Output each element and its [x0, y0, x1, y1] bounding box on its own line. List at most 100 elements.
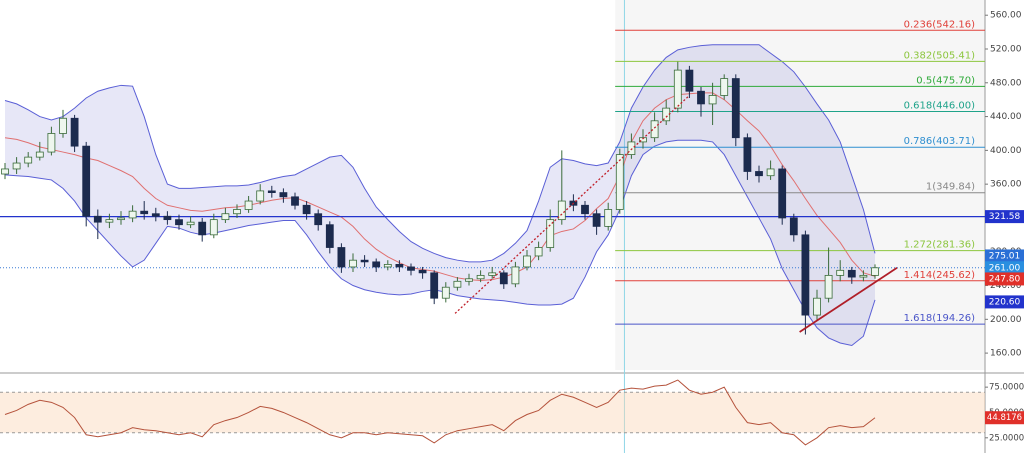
candle-body — [117, 217, 125, 221]
y-tick-label: 400.00 — [990, 146, 1022, 156]
candle-body — [465, 278, 473, 282]
price-tag — [985, 261, 1024, 275]
y-tick-label: 200.00 — [990, 315, 1022, 325]
candle-body — [70, 117, 79, 147]
candle-body — [627, 141, 636, 155]
candle-body — [209, 219, 218, 236]
bollinger-upper — [4, 44, 876, 263]
candle-body — [453, 280, 462, 288]
price-tag — [985, 249, 1024, 263]
candle-body — [175, 219, 183, 226]
candle-body — [488, 272, 497, 276]
candle-body — [337, 247, 346, 268]
candle-body — [372, 261, 381, 268]
fib-label: 0.5(475.70) — [916, 75, 975, 86]
candle-body — [673, 69, 682, 109]
price-tag-label: 275.01 — [989, 251, 1021, 261]
candle-body — [813, 297, 821, 316]
candle-body — [581, 204, 589, 215]
y-tick-label: 240.00 — [990, 281, 1022, 291]
candle-body — [499, 272, 508, 285]
candle-body — [93, 215, 102, 223]
fib-label: 1.414(245.62) — [904, 270, 976, 281]
candle-body — [151, 213, 160, 217]
trend-line — [454, 94, 690, 314]
fib-label: 0.618(446.00) — [904, 101, 976, 112]
candle-body — [407, 266, 415, 271]
candle-body — [186, 221, 195, 226]
price-tag-label: 321.58 — [989, 212, 1021, 222]
candle-body — [221, 213, 230, 221]
candle-body — [650, 120, 659, 139]
candle-body — [801, 234, 810, 316]
candle-body — [511, 266, 520, 285]
y-tick-label: 160.00 — [990, 349, 1022, 359]
candle-body — [743, 137, 752, 172]
candle-body — [82, 145, 91, 217]
rsi-tick-label: 25.0000 — [989, 433, 1024, 443]
candle-body — [35, 151, 44, 158]
candle-body — [395, 264, 404, 268]
trend-line — [799, 267, 898, 333]
fib-label: 1(349.84) — [926, 182, 975, 193]
rsi-tag — [985, 411, 1024, 425]
y-tick-label: 520.00 — [990, 44, 1022, 54]
y-tick-label: 560.00 — [990, 11, 1022, 21]
candle-body — [755, 171, 763, 177]
y-tick-label: 360.00 — [990, 180, 1022, 190]
candle-body — [59, 117, 67, 134]
candle-body — [105, 219, 114, 223]
fib-label: 1.618(194.26) — [904, 313, 976, 324]
candle-body — [24, 156, 33, 164]
price-tag-label: 261.00 — [989, 263, 1021, 273]
candle-body — [557, 200, 566, 221]
candle-body — [441, 286, 450, 299]
fib-label: 0.236(542.16) — [904, 19, 976, 30]
candle-body — [697, 90, 705, 105]
candle-body — [291, 196, 299, 206]
y-tick-label: 440.00 — [990, 112, 1022, 122]
candle-body — [604, 209, 613, 227]
fib-label: 0.382(505.41) — [904, 50, 976, 61]
candle-body — [523, 255, 531, 268]
candle-body — [685, 69, 694, 92]
fib-label: 1.272(281.36) — [904, 240, 976, 251]
price-tag — [985, 210, 1024, 224]
candle-body — [824, 274, 833, 299]
rsi-tag-label: 44.8176 — [987, 413, 1022, 423]
candle-body — [383, 264, 392, 268]
candle-body — [47, 133, 56, 153]
rsi-tick-label: 75.0000 — [989, 383, 1024, 393]
candle-body — [592, 213, 601, 227]
price-tag — [985, 272, 1024, 286]
fib-label: 0.786(403.71) — [904, 136, 976, 147]
candle-body — [639, 137, 647, 143]
candle-body — [766, 168, 775, 177]
candle-body — [325, 224, 334, 248]
candle-body — [163, 215, 172, 221]
candle-body — [534, 247, 543, 257]
candle-body — [789, 217, 798, 236]
candle-body — [360, 259, 369, 263]
candle-body — [279, 192, 288, 198]
candle-body — [302, 204, 311, 215]
price-tag-label: 247.80 — [989, 274, 1021, 284]
candle-body — [778, 168, 787, 219]
candle-body — [731, 78, 740, 139]
candle-body — [349, 259, 357, 268]
y-tick-label: 480.00 — [990, 78, 1022, 88]
rsi-line — [4, 379, 876, 446]
candle-body — [708, 95, 717, 105]
bollinger-middle — [4, 92, 876, 281]
candle-body — [430, 272, 439, 299]
candle-body — [1, 168, 9, 175]
candle-body — [267, 190, 276, 194]
candle-body — [198, 221, 207, 236]
candle-body — [615, 154, 624, 210]
candle-body — [720, 78, 729, 96]
candle-body — [859, 274, 868, 278]
candle-body — [476, 274, 485, 280]
candle-body — [314, 213, 323, 226]
candle-body — [418, 269, 427, 274]
